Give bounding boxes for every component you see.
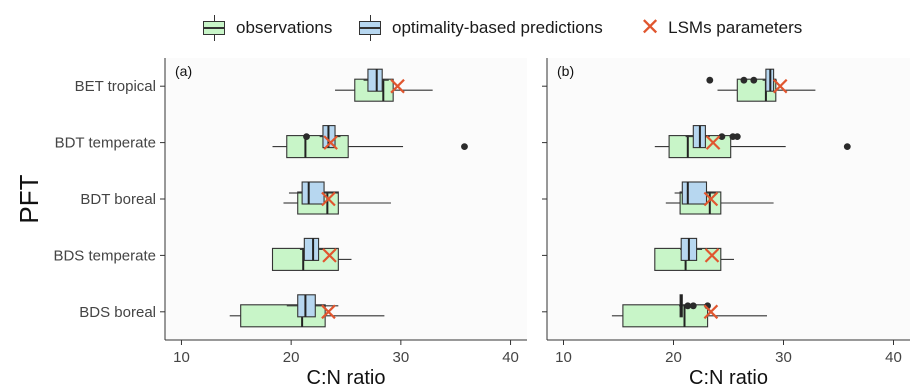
outlier-point [303, 133, 310, 141]
legend-label-lsm: LSMs parameters [668, 18, 803, 37]
box-body [681, 181, 708, 205]
box-body [297, 294, 316, 318]
box-body [303, 237, 320, 261]
legend-label-predictions: optimality-based predictions [392, 18, 603, 37]
lsm-marker [704, 248, 720, 263]
lsm-marker-stroke [703, 191, 719, 207]
x-tick-label: 10 [173, 349, 190, 366]
lsm-marker [703, 191, 719, 207]
predictions-box [299, 237, 325, 261]
lsm-marker [321, 304, 336, 320]
x-tick-label: 30 [775, 349, 792, 366]
x-axis-title-2: C:N ratio [689, 367, 768, 387]
x-tick-label: 20 [665, 349, 682, 366]
lsm-marker-stroke [322, 248, 337, 263]
lsm-marker-stroke [704, 248, 720, 263]
outlier-point [689, 302, 697, 310]
cross-marker-icon: ✕ [640, 14, 661, 41]
x-tick-label: 30 [393, 349, 410, 366]
lsm-marker [772, 78, 788, 94]
lsm-marker-stroke [772, 78, 788, 94]
panel-background-1 [165, 58, 527, 340]
box-body [367, 68, 383, 92]
outlier-point [740, 76, 748, 84]
lsm-marker-stroke [390, 78, 405, 94]
lsm-marker-stroke [321, 304, 336, 320]
predictions-box [685, 125, 741, 149]
predictions-box [680, 237, 703, 261]
predictions-box [363, 68, 389, 92]
x-tick-label: 20 [283, 349, 300, 366]
panel-label-2: (b) [557, 63, 574, 79]
legend-label-observations: observations [236, 18, 333, 37]
y-tick-label: BDS boreal [79, 304, 156, 321]
panel-label-1: (a) [175, 63, 192, 79]
lsm-marker-stroke [323, 135, 338, 150]
outlier-point [750, 76, 758, 84]
lsm-marker-stroke [703, 304, 719, 320]
legend-key-predictions [356, 15, 384, 41]
lsm-marker [323, 135, 338, 150]
outlier-point [684, 302, 692, 310]
lsm-marker-stroke [321, 191, 336, 207]
predictions-box [674, 181, 717, 205]
legend-item-observations: observations [200, 8, 332, 48]
legend: observations optimality-based prediction… [0, 8, 914, 48]
y-tick-label: BDT boreal [80, 191, 156, 208]
lsm-marker [703, 304, 719, 320]
legend-item-lsm: ✕ LSMs parameters [640, 8, 802, 48]
x-tick-label: 40 [502, 349, 519, 366]
predictions-box [679, 294, 711, 318]
lsm-marker [322, 248, 337, 263]
y-tick-label: BDS temperate [53, 247, 156, 264]
x-tick-label: 10 [555, 349, 572, 366]
lsm-marker [705, 135, 721, 150]
outlier-point [718, 133, 726, 141]
y-tick-label: BDT temperate [55, 135, 156, 152]
box-body [301, 181, 325, 205]
outlier-point [843, 143, 851, 151]
lsm-marker-stroke [705, 135, 721, 150]
lsm-marker [321, 191, 336, 207]
outlier-point [733, 133, 741, 141]
y-axis-title: PFT [14, 174, 44, 223]
legend-item-predictions: optimality-based predictions [356, 8, 603, 48]
legend-key-observations [200, 15, 228, 41]
box-body [286, 135, 349, 159]
predictions-box [288, 181, 339, 205]
panel-background-2 [547, 58, 910, 340]
x-axis-title-1: C:N ratio [307, 367, 386, 387]
outlier-point [461, 143, 468, 151]
lsm-marker [390, 78, 405, 94]
x-tick-label: 40 [885, 349, 902, 366]
y-tick-label: BET tropical [75, 78, 156, 95]
outlier-point [706, 76, 714, 84]
